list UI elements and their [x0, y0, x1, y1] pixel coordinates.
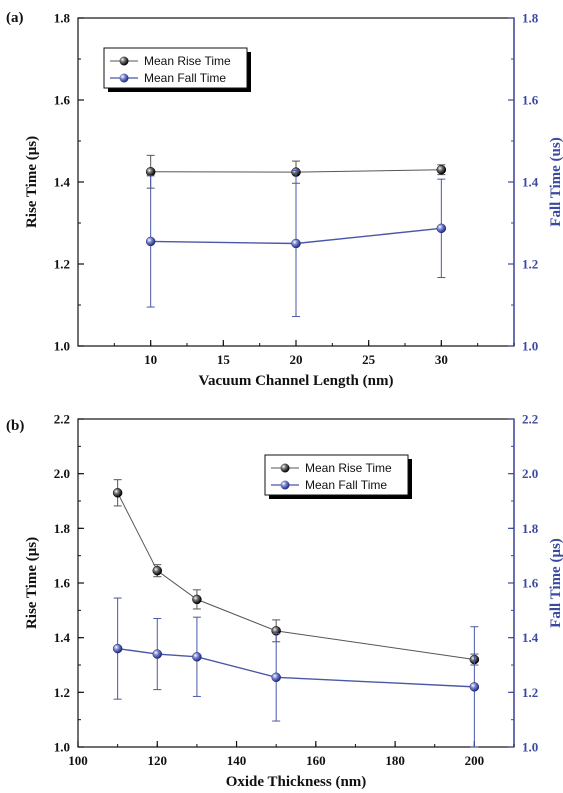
ticks-a: 10 15 20 25 30 1.0 1.0 1.2 1.2 1.4 1.4 1.6 1.6 1.8 1.8: [54, 11, 539, 368]
data-point-rise: [152, 565, 163, 576]
y2-tick-label: 1.8: [522, 11, 539, 26]
legend-label-fall-b: Mean Fall Time: [305, 478, 387, 492]
y2-tick-label: 1.4: [522, 630, 539, 645]
y-tick-label: 1.4: [54, 175, 71, 190]
data-point-fall: [112, 643, 123, 654]
y2-axis-title-b: Fall Time (μs): [548, 538, 563, 628]
data-point-rise: [436, 164, 447, 175]
y2-tick-label: 1.6: [522, 93, 539, 108]
data-point-fall: [145, 236, 156, 247]
x-tick-label: 100: [68, 753, 88, 768]
legend-box-a: [103, 47, 248, 89]
chart-a: (a) 10 15 20 25 30 1.0 1.0 1.2 1.2 1.4 1.4 1.6 1.6 1.…: [6, 10, 563, 389]
legend-a: Mean Rise Time Mean Fall Time: [103, 47, 251, 92]
y2-tick-label: 1.8: [522, 521, 539, 536]
y-tick-label: 2.0: [54, 466, 70, 481]
y2-axis-title-a: Fall Time (us): [548, 137, 563, 226]
data-point-fall: [192, 652, 202, 662]
x-tick-label: 120: [148, 753, 168, 768]
y-axis-title-a: Rise Time (μs): [24, 136, 40, 228]
y-tick-label: 1.6: [54, 576, 71, 591]
x-tick-label: 20: [290, 352, 303, 367]
chart-b: (b) 100 120 140 160 180 200 1.0 1.0 1.2 1.2 1.4 1.4…: [6, 412, 563, 791]
y2-tick-label: 1.2: [522, 257, 538, 272]
series-b: [112, 479, 480, 748]
y2-tick-label: 1.2: [522, 685, 538, 700]
x-tick-label: 15: [217, 352, 231, 367]
data-point-fall: [469, 682, 480, 692]
y2-tick-label: 1.0: [522, 339, 538, 354]
y-tick-label: 1.2: [54, 257, 70, 272]
y-tick-label: 1.4: [54, 630, 71, 645]
y2-tick-label: 2.2: [522, 412, 538, 427]
y2-tick-label: 1.4: [522, 175, 539, 190]
x-tick-label: 30: [435, 352, 448, 367]
series-a: [145, 154, 447, 317]
x-tick-label: 200: [465, 753, 485, 768]
y2-tick-label: 2.0: [522, 466, 538, 481]
data-point-rise: [112, 488, 123, 498]
ticks-b: 100 120 140 160 180 200 1.0 1.0 1.2 1.2 1.4 1.4 1.6 1…: [54, 412, 539, 769]
legend-label-rise-a: Mean Rise Time: [144, 54, 231, 68]
data-point-fall: [271, 672, 281, 683]
legend-label-rise-b: Mean Rise Time: [305, 461, 392, 475]
data-point-rise: [145, 167, 156, 177]
series-line-fall: [117, 647, 475, 688]
y-tick-label: 1.8: [54, 11, 71, 26]
legend-marker-fall-a: [119, 73, 129, 83]
legend-box-b: [264, 454, 409, 496]
x-axis-title-b: Oxide Thickness (nm): [226, 774, 367, 790]
x-tick-label: 10: [144, 352, 157, 367]
y2-tick-label: 1.0: [522, 740, 538, 755]
x-tick-label: 180: [385, 753, 405, 768]
y-axis-title-b: Rise Time (μs): [24, 537, 40, 629]
data-point-fall: [291, 238, 301, 249]
x-tick-label: 140: [227, 753, 247, 768]
data-point-rise: [192, 594, 202, 605]
panel-label-a: (a): [6, 10, 24, 26]
legend-marker-rise-a: [119, 56, 129, 66]
y-tick-label: 1.6: [54, 93, 71, 108]
panel-label-b: (b): [6, 418, 24, 434]
y-tick-label: 1.0: [54, 339, 70, 354]
y-tick-label: 1.2: [54, 685, 70, 700]
data-point-fall: [152, 649, 163, 659]
data-point-fall: [436, 223, 447, 234]
series-line-rise: [117, 492, 475, 661]
legend-marker-fall-b: [280, 480, 290, 490]
y-tick-label: 1.0: [54, 740, 70, 755]
x-tick-label: 160: [306, 753, 326, 768]
y-tick-label: 1.8: [54, 521, 71, 536]
legend-label-fall-a: Mean Fall Time: [144, 71, 226, 85]
legend-b: Mean Rise Time Mean Fall Time: [264, 454, 412, 499]
y2-tick-label: 1.6: [522, 576, 539, 591]
x-axis-title-a: Vacuum Channel Length (nm): [199, 373, 394, 389]
y-tick-label: 2.2: [54, 412, 70, 427]
x-tick-label: 25: [362, 352, 376, 367]
legend-marker-rise-b: [280, 463, 290, 473]
